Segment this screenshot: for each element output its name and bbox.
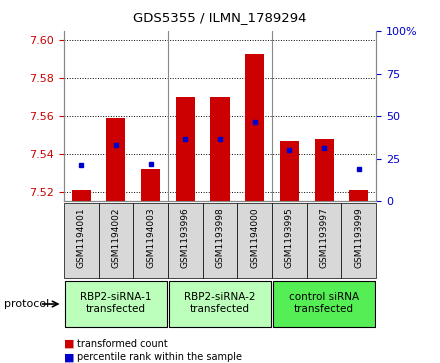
Text: control siRNA
transfected: control siRNA transfected: [289, 292, 359, 314]
FancyBboxPatch shape: [203, 203, 237, 278]
Text: GSM1194003: GSM1194003: [146, 207, 155, 268]
Text: transformed count: transformed count: [77, 339, 168, 349]
Text: GSM1194002: GSM1194002: [111, 207, 121, 268]
FancyBboxPatch shape: [272, 203, 307, 278]
Text: RBP2-siRNA-2
transfected: RBP2-siRNA-2 transfected: [184, 292, 256, 314]
Bar: [315, 139, 334, 201]
FancyBboxPatch shape: [341, 203, 376, 278]
Text: GSM1194000: GSM1194000: [250, 207, 259, 268]
FancyBboxPatch shape: [64, 203, 99, 278]
Bar: [245, 54, 264, 201]
FancyBboxPatch shape: [65, 281, 167, 327]
Bar: [141, 169, 160, 201]
FancyBboxPatch shape: [133, 203, 168, 278]
Text: protocol: protocol: [4, 299, 50, 309]
Text: GSM1193998: GSM1193998: [216, 207, 224, 268]
Bar: [106, 118, 125, 201]
Bar: [280, 141, 299, 201]
Text: RBP2-siRNA-1
transfected: RBP2-siRNA-1 transfected: [80, 292, 152, 314]
FancyBboxPatch shape: [273, 281, 375, 327]
FancyBboxPatch shape: [169, 281, 271, 327]
Bar: [176, 97, 195, 201]
Bar: [210, 97, 230, 201]
FancyBboxPatch shape: [99, 203, 133, 278]
FancyBboxPatch shape: [307, 203, 341, 278]
Bar: [349, 190, 368, 201]
Text: GDS5355 / ILMN_1789294: GDS5355 / ILMN_1789294: [133, 11, 307, 24]
Text: GSM1194001: GSM1194001: [77, 207, 86, 268]
FancyBboxPatch shape: [168, 203, 203, 278]
Text: GSM1193997: GSM1193997: [319, 207, 329, 268]
Text: GSM1193996: GSM1193996: [181, 207, 190, 268]
Text: GSM1193999: GSM1193999: [354, 207, 363, 268]
Text: ■: ■: [64, 352, 74, 362]
Text: ■: ■: [64, 339, 74, 349]
Text: GSM1193995: GSM1193995: [285, 207, 294, 268]
Text: percentile rank within the sample: percentile rank within the sample: [77, 352, 242, 362]
Bar: [72, 190, 91, 201]
FancyBboxPatch shape: [237, 203, 272, 278]
